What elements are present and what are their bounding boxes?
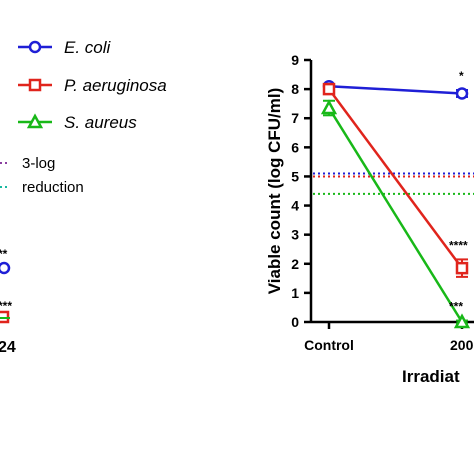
legend-marker-circle-icon [28,40,42,54]
y-axis-title: Viable count (log CFU/ml) [265,88,284,295]
legend-entry-e-coli: E. coli [18,38,112,57]
x-tick-label-control: Control [304,337,354,353]
x-axis-ticks: Control 200 [304,322,474,353]
left-star-1: ** [0,247,8,261]
left-star-2: *** [0,299,12,313]
legend-label-p-aeruginosa: P. aeruginosa [64,76,167,95]
legend-label-s-aureus: S. aureus [64,113,137,132]
x-axis-title: Irradiat [402,367,460,386]
y-tick-label-2: 2 [291,256,299,272]
series-1 [322,82,469,278]
data-point-1-1 [455,261,469,275]
series-line-0 [328,84,463,95]
series-line-1 [327,88,464,269]
significance-annotation-1: **** [449,238,468,252]
y-tick-label-8: 8 [291,81,299,97]
y-tick-label-7: 7 [291,110,299,126]
y-tick-label-1: 1 [291,285,299,301]
legend-entry-p-aeruginosa: P. aeruginosa [18,76,167,95]
data-point-0-1 [455,87,469,100]
y-tick-label-9: 9 [291,52,299,68]
y-tick-label-3: 3 [291,227,299,243]
y-tick-label-0: 0 [291,314,299,330]
x-tick-label-200: 200 [450,337,474,353]
reference-legend: 3-log reduction [0,155,84,196]
y-tick-label-6: 6 [291,139,299,155]
data-point-1-0 [322,82,336,96]
annotations: ******** [449,69,468,314]
left-circle-marker-icon [0,261,11,275]
reference-label-reduction: reduction [22,179,84,196]
significance-annotation-0: * [459,69,464,83]
left-panel-fragment: ** *** 24 [0,247,16,356]
legend-marker-square-icon [28,78,42,92]
reference-label-3-log: 3-log [22,155,55,172]
left-tick-24: 24 [0,339,16,356]
series-layer [320,79,471,329]
data-point-2-1 [453,313,471,329]
y-axis-ticks: 0 1 2 3 4 5 6 7 8 9 [291,52,311,330]
series-line-2 [327,107,464,323]
y-tick-label-5: 5 [291,168,299,184]
series-2 [320,99,471,329]
y-tick-label-4: 4 [291,198,299,214]
significance-annotation-2: *** [449,300,463,314]
legend-marker-triangle-icon [26,113,44,129]
data-point-2-0 [320,99,338,115]
series-0 [322,79,469,100]
legend-entry-s-aureus: S. aureus [18,113,137,132]
legend-label-e-coli: E. coli [64,38,112,57]
legend: E. coli P. aeruginosa S. aureus [18,38,167,132]
